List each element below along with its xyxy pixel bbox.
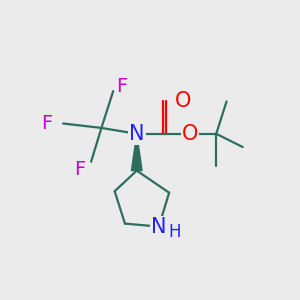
Text: O: O (175, 92, 191, 111)
Text: F: F (116, 77, 128, 96)
Text: O: O (182, 124, 198, 144)
Text: N: N (151, 217, 166, 237)
Text: N: N (129, 124, 145, 144)
Text: H: H (169, 223, 181, 241)
Text: F: F (42, 114, 53, 133)
Text: F: F (74, 160, 85, 178)
Polygon shape (131, 134, 142, 171)
